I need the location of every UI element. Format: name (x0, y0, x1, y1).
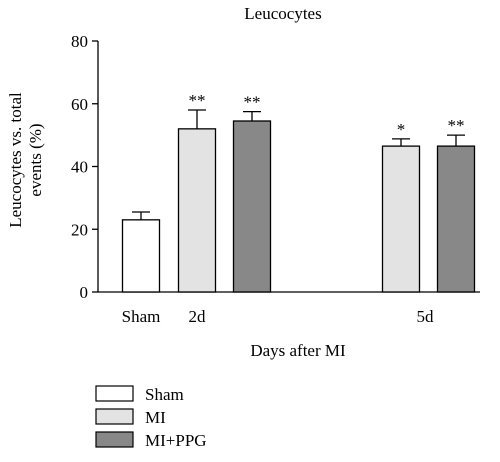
significance-label: ** (448, 116, 465, 135)
x-axis-tick-labels: Sham 2d 5d (122, 307, 434, 326)
y-tick-label: 40 (71, 158, 88, 177)
bar-mi-ppg-5d (436, 145, 476, 293)
legend: Sham MI MI+PPG (95, 385, 207, 450)
significance-label: ** (189, 91, 206, 110)
bar-mi-2d (177, 128, 217, 293)
y-axis-label-line1: Leucocytes vs. total (6, 92, 25, 228)
y-tick-label: 80 (71, 32, 88, 51)
legend-swatch (95, 408, 134, 425)
significance-label: ** (244, 93, 261, 112)
bar-mi-ppg-2d (232, 120, 272, 293)
chart-title: Leucocytes (244, 4, 321, 23)
significance-label: * (397, 120, 406, 139)
y-tick-label: 0 (80, 283, 89, 302)
y-axis-label-line2: events (%) (26, 123, 45, 196)
bar-mi-5d (381, 145, 421, 293)
x-axis-label: Days after MI (250, 341, 346, 360)
y-axis: 0 20 40 60 80 (71, 32, 480, 302)
bars-layer: ******* (121, 91, 476, 293)
legend-label: MI+PPG (145, 431, 207, 450)
legend-swatch (95, 385, 134, 402)
y-tick-label: 60 (71, 95, 88, 114)
legend-label: Sham (145, 385, 184, 404)
x-tick-label: 5d (417, 307, 435, 326)
bar-sham-sham (121, 219, 161, 293)
x-tick-label: Sham (122, 307, 161, 326)
legend-swatch (95, 431, 134, 448)
y-tick-label: 20 (71, 220, 88, 239)
x-tick-label: 2d (189, 307, 207, 326)
legend-label: MI (145, 408, 166, 427)
